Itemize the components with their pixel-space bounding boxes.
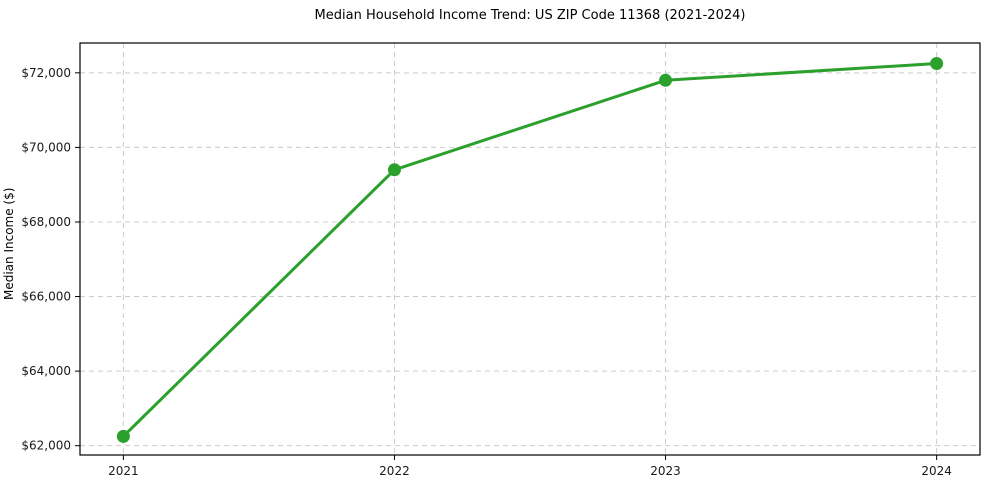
income-line (121, 62, 939, 438)
data-point (659, 73, 673, 87)
data-point (930, 57, 944, 71)
data-point (116, 429, 130, 443)
x-tick-label: 2022 (379, 464, 410, 478)
plot-border (79, 42, 981, 456)
y-tick-label: $62,000 (21, 439, 71, 453)
y-tick-label: $66,000 (21, 290, 71, 304)
x-tick-label: 2024 (921, 464, 952, 478)
y-tick-label: $70,000 (21, 140, 71, 154)
x-tick-label: 2021 (108, 464, 139, 478)
y-tick-label: $68,000 (21, 215, 71, 229)
data-point (387, 163, 401, 177)
y-tick-label: $64,000 (21, 364, 71, 378)
y-tick-label: $72,000 (21, 66, 71, 80)
chart-title: Median Household Income Trend: US ZIP Co… (314, 8, 746, 23)
x-tick-label: 2023 (650, 464, 681, 478)
